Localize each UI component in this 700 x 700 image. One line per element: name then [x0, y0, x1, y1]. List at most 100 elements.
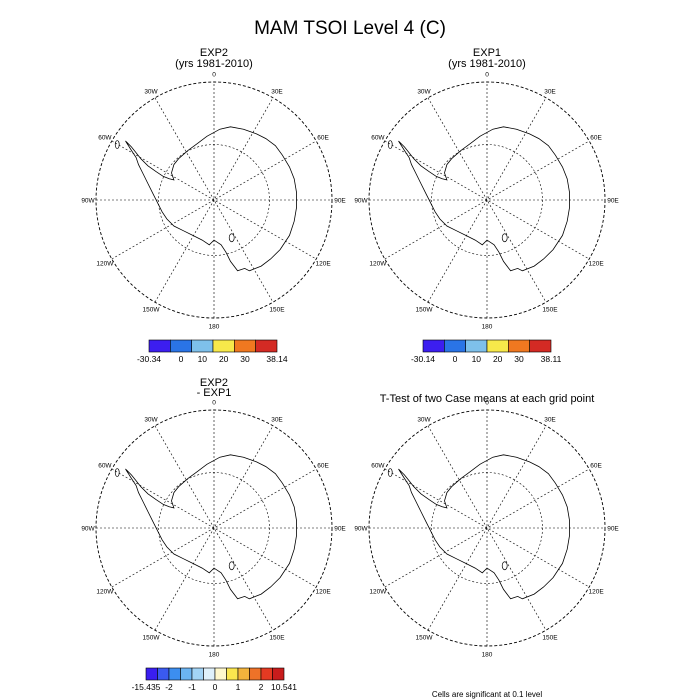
map-panel-exp1: EXP1(yrs 1981-2010) 0 30E 60E 90E 120E 150E 180… — [354, 47, 619, 364]
colorbar-tick-label: 30 — [514, 354, 524, 364]
longitude-label: 90E — [607, 198, 619, 205]
longitude-label: 60W — [98, 135, 112, 142]
meridian-line — [154, 425, 274, 631]
longitude-label: 60E — [590, 135, 602, 142]
colorbar: -30.14 0 10 20 30 38.11 — [411, 339, 562, 364]
map-panel-ttest: T-Test of two Case means at each grid po… — [354, 393, 619, 699]
panel-title-line: (yrs 1981-2010) — [448, 58, 526, 70]
colorbar-swatch — [237, 667, 250, 681]
longitude-label: 90W — [81, 198, 95, 205]
longitude-label: 30W — [144, 416, 158, 423]
colorbar-tick-label: -2 — [165, 682, 173, 692]
meridian-line — [427, 97, 547, 303]
longitude-label: 0 — [485, 72, 489, 79]
longitude-label: 150E — [269, 307, 285, 314]
colorbar-tick-label: 0 — [213, 682, 218, 692]
panel-title-line: T-Test of two Case means at each grid po… — [380, 393, 595, 405]
island-outline — [501, 233, 508, 243]
longitude-label: 90E — [334, 526, 346, 533]
island-outline — [228, 561, 235, 571]
longitude-label: 150W — [143, 635, 161, 642]
colorbar-swatch — [157, 667, 170, 681]
colorbar-tick-label: 38.11 — [541, 354, 562, 364]
panel-title-line: - EXP1 — [197, 387, 232, 399]
longitude-label: 180 — [209, 324, 220, 331]
longitude-label: 120E — [589, 261, 605, 268]
longitude-label: 120E — [316, 589, 332, 596]
longitude-label: 180 — [482, 324, 493, 331]
longitude-label: 60E — [317, 463, 329, 470]
colorbar-swatch — [249, 667, 262, 681]
panel-title-line: EXP2 — [200, 47, 228, 59]
longitude-label: 90W — [354, 526, 368, 533]
colorbar-swatch — [168, 667, 181, 681]
map-panel-difference: EXP2- EXP1030E60E90E120E150E180150W120W9… — [81, 377, 346, 692]
island-outline — [114, 140, 120, 149]
panel-title-line: EXP1 — [473, 47, 501, 59]
colorbar-swatch — [486, 339, 509, 353]
colorbar-swatch — [255, 339, 278, 353]
colorbar-tick-label: -30.14 — [411, 354, 435, 364]
longitude-label: 150W — [143, 307, 161, 314]
longitude-label: 30E — [271, 416, 283, 423]
longitude-label: 150E — [542, 635, 558, 642]
colorbar-tick-label: 38.14 — [266, 354, 288, 364]
longitude-label: 0 — [212, 72, 216, 79]
colorbar-swatch — [170, 339, 192, 353]
colorbar-swatch — [508, 339, 530, 353]
colorbar-swatch — [214, 667, 227, 681]
colorbar-swatch — [529, 339, 552, 353]
longitude-label: 150W — [416, 307, 434, 314]
longitude-label: 90E — [334, 198, 346, 205]
longitude-label: 60W — [371, 135, 385, 142]
meridian-line — [427, 97, 547, 303]
longitude-label: 60E — [317, 135, 329, 142]
longitude-label: 180 — [209, 652, 220, 659]
longitude-label: 30W — [417, 416, 431, 423]
antarctica-coastline — [125, 126, 298, 272]
longitude-label: 90W — [81, 526, 95, 533]
longitude-label: 120E — [316, 261, 332, 268]
longitude-label: 30E — [544, 88, 556, 95]
colorbar-swatch — [422, 339, 445, 353]
colorbar-swatch — [180, 667, 193, 681]
colorbar-swatch — [191, 667, 204, 681]
longitude-label: 120W — [96, 261, 114, 268]
colorbar-tick-label: 20 — [219, 354, 229, 364]
colorbar-swatch — [272, 667, 285, 681]
panel-title-line: EXP2 — [200, 377, 228, 389]
longitude-label: 30W — [144, 88, 158, 95]
colorbar-tick-label: 10 — [198, 354, 208, 364]
meridian-line — [154, 97, 274, 303]
significance-footnote: Cells are significant at 0.1 level — [432, 690, 543, 699]
colorbar-swatch — [226, 667, 239, 681]
longitude-label: 150W — [416, 635, 434, 642]
colorbar-tick-label: 0 — [453, 354, 458, 364]
longitude-label: 150E — [269, 635, 285, 642]
island-outline — [387, 140, 393, 149]
longitude-label: 120E — [589, 589, 605, 596]
colorbar-tick-label: 10 — [472, 354, 482, 364]
longitude-label: 90W — [354, 198, 368, 205]
colorbar-swatch — [234, 339, 256, 353]
longitude-label: 120W — [369, 589, 387, 596]
colorbar-swatch — [444, 339, 466, 353]
longitude-label: 120W — [369, 261, 387, 268]
antarctica-coastline — [398, 126, 570, 272]
longitude-label: 0 — [212, 400, 216, 407]
colorbar-tick-label: 1 — [236, 682, 241, 692]
longitude-label: 180 — [482, 652, 493, 659]
colorbar-swatch — [212, 339, 235, 353]
colorbar-tick-label: -1 — [188, 682, 196, 692]
island-outline — [228, 233, 235, 243]
meridian-line — [427, 425, 547, 631]
panel-title-line: (yrs 1981-2010) — [175, 58, 253, 70]
map-panel-exp2: EXP2(yrs 1981-2010) 0 30E 60E 90E 120E 150E 180… — [81, 47, 346, 364]
longitude-label: 30E — [271, 88, 283, 95]
longitude-label: 150E — [542, 307, 558, 314]
colorbar-tick-label: 20 — [493, 354, 503, 364]
longitude-label: 120W — [96, 589, 114, 596]
meridian-line — [154, 97, 274, 303]
colorbar: -15.435 -2 -1 0 1 2 10.541 — [132, 667, 297, 692]
longitude-label: 30W — [417, 88, 431, 95]
